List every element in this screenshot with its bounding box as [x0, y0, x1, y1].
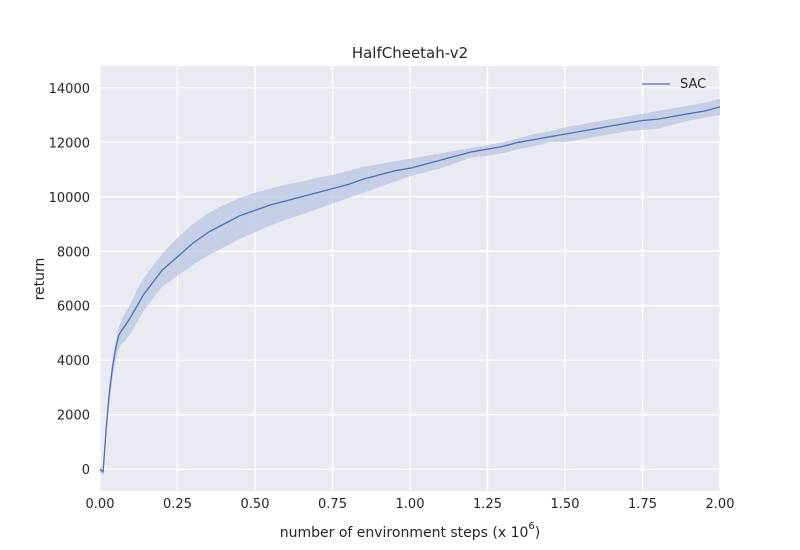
y-axis-label: return	[32, 258, 48, 301]
legend-label-sac: SAC	[680, 77, 706, 92]
x-tick-label: 1.00	[396, 497, 425, 512]
y-tick-label: 2000	[57, 409, 90, 424]
y-tick-label: 12000	[49, 136, 90, 151]
x-axis-label-main: number of environment steps (x 10	[280, 525, 529, 541]
y-tick-label: 6000	[57, 300, 90, 315]
x-tick-label: 1.50	[551, 497, 580, 512]
x-axis-label-exponent: 6	[528, 521, 534, 532]
y-tick-label: 10000	[49, 191, 90, 206]
x-tick-label: 1.25	[473, 497, 502, 512]
x-tick-label: 0.25	[163, 497, 192, 512]
x-axis-label-end: )	[535, 525, 540, 541]
y-tick-label: 0	[82, 463, 90, 478]
x-tick-label: 0.50	[241, 497, 270, 512]
grid	[99, 66, 721, 491]
chart-title: HalfCheetah-v2	[352, 44, 468, 62]
y-tick-labels: 0 2000 4000 6000 8000 10000 12000 14000	[49, 82, 90, 478]
x-tick-label: 0.75	[318, 497, 347, 512]
y-tick-label: 14000	[49, 82, 90, 97]
series-line-sac	[99, 106, 721, 474]
x-tick-label: 0.00	[86, 497, 115, 512]
y-tick-label: 8000	[57, 245, 90, 260]
x-tick-labels: 0.00 0.25 0.50 0.75 1.00 1.25 1.50 1.75 2.00	[86, 497, 735, 512]
y-tick-label: 4000	[57, 354, 90, 369]
confidence-band	[100, 98, 720, 475]
x-tick-label: 1.75	[628, 497, 657, 512]
x-axis-label: number of environment steps (x 106)	[280, 521, 541, 541]
legend: SAC	[642, 77, 706, 92]
x-tick-label: 2.00	[706, 497, 735, 512]
